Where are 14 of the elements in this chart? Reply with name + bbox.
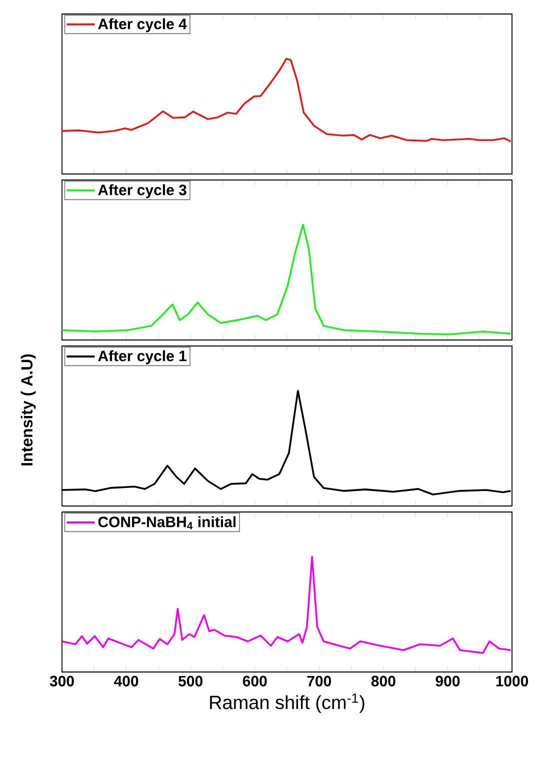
y-axis-title: Intensity ( A.U) — [20, 354, 36, 466]
legend-label: After cycle 3 — [98, 184, 186, 198]
legend-label: After cycle 4 — [98, 18, 187, 32]
x-tick-label: 500 — [178, 676, 202, 686]
x-tick-label: 1000 — [496, 676, 528, 686]
legend-label: After cycle 1 — [98, 350, 186, 364]
legend-label: CONP-NaBH$_{4}$ initial — [98, 516, 236, 530]
x-tick-label: 600 — [242, 676, 267, 686]
x-tick-label: 400 — [114, 676, 138, 686]
x-tick-label: 700 — [307, 676, 332, 686]
x-tick-label: 300 — [50, 676, 74, 686]
x-tick-label: 900 — [436, 676, 460, 686]
x-axis-title: Raman shift (cm$^{-1}$) — [210, 694, 364, 713]
x-tick-label: 800 — [371, 676, 396, 686]
